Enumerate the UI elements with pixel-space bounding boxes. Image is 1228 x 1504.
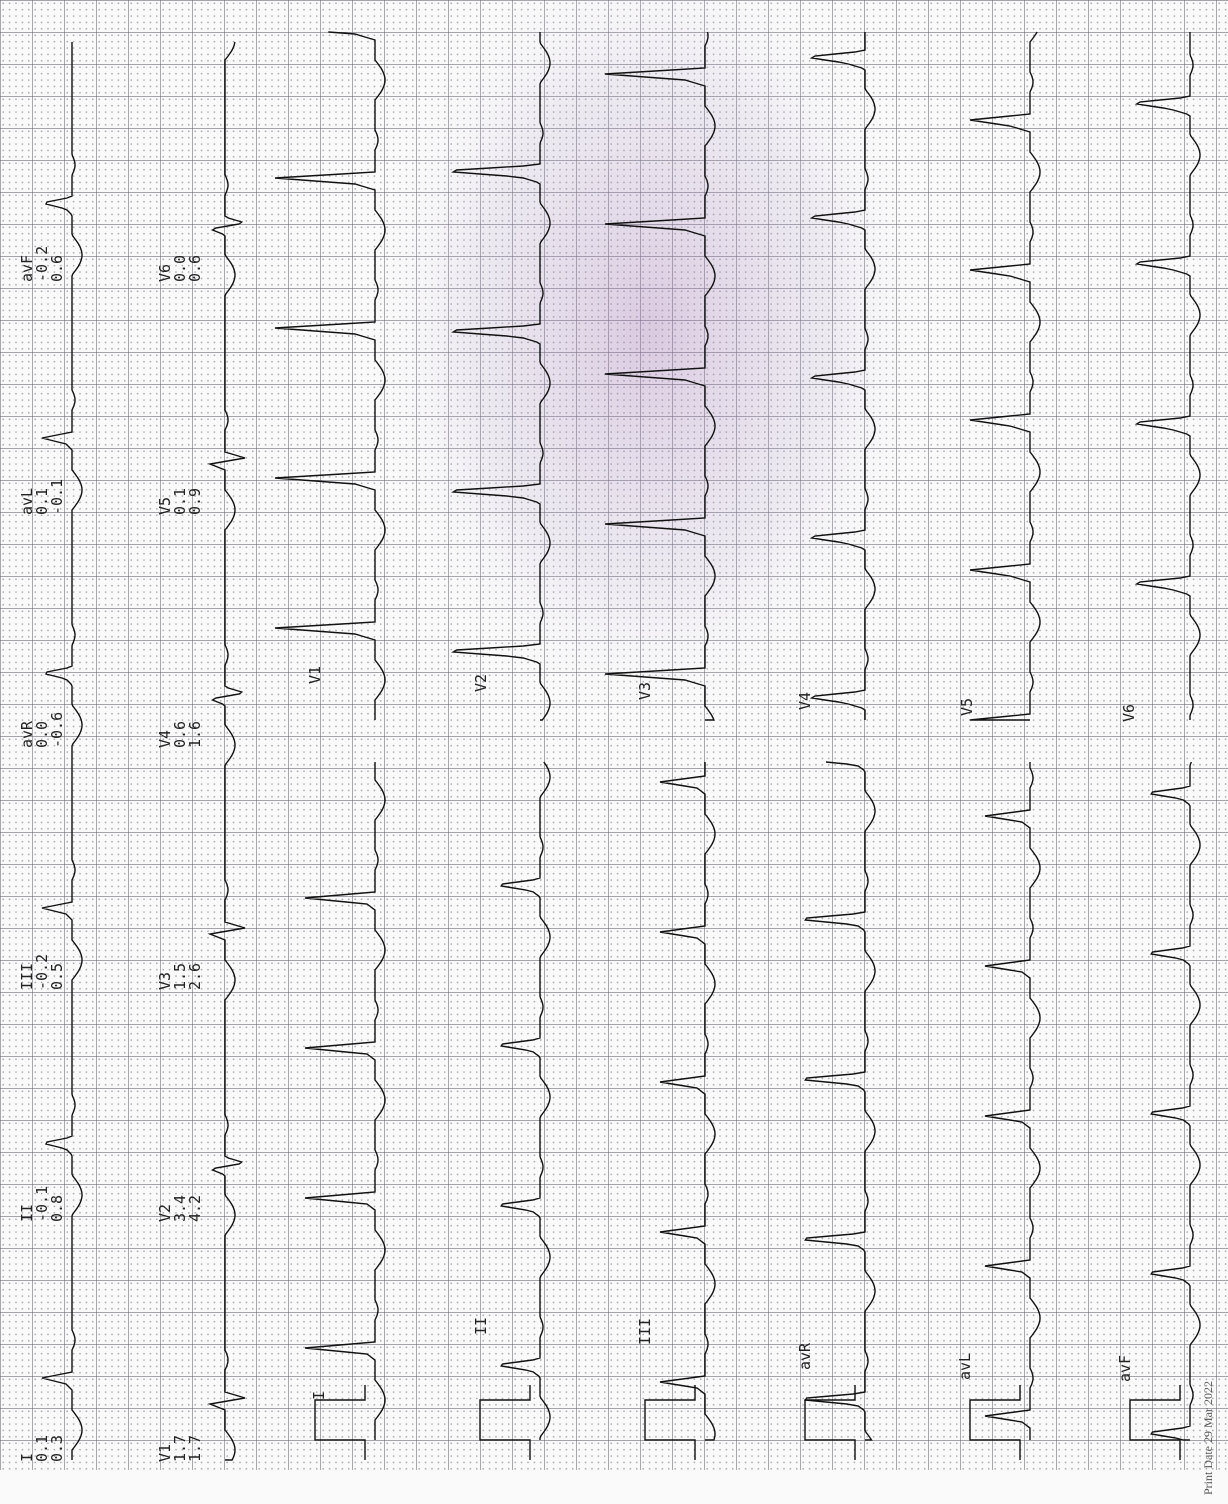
- ecg-trace: [41, 42, 83, 1460]
- traces: [41, 31, 1201, 1461]
- measure-value: -0.1: [48, 479, 66, 515]
- measure-value: 0.3: [48, 1435, 66, 1462]
- strip-label: V1: [306, 666, 324, 684]
- measure-value: 0.1: [171, 488, 189, 515]
- ecg-trace: [984, 762, 1041, 1440]
- calibration-pulse: [479, 1385, 531, 1460]
- photo-shade: [350, 0, 950, 750]
- lead-name: avL: [18, 488, 36, 515]
- calibration-pulse: [804, 1385, 856, 1460]
- strip-label: V6: [1120, 704, 1138, 722]
- measure-value: 3.4: [171, 1195, 189, 1222]
- lead-name: avR: [18, 720, 36, 748]
- ecg-trace: [500, 761, 551, 1440]
- measure-value: 1.7: [171, 1435, 189, 1462]
- ecg-trace: [969, 31, 1041, 721]
- lead-name: V4: [156, 730, 174, 748]
- measure-value: 2.6: [186, 963, 204, 990]
- print-date: Print Date 29 Mar 2022: [1201, 1381, 1215, 1495]
- ecg-trace: [1150, 761, 1201, 1441]
- measure-value: 0.0: [33, 721, 51, 748]
- measure-value: 0.1: [33, 488, 51, 515]
- strip-label: avR: [796, 1342, 814, 1370]
- lead-name: V2: [156, 1204, 174, 1222]
- ecg-trace: [207, 41, 246, 1461]
- ecg-trace: [604, 31, 716, 721]
- measure-value: 0.8: [48, 1195, 66, 1222]
- measure-value: 1.7: [186, 1435, 204, 1462]
- measure-value: 4.2: [186, 1195, 204, 1222]
- calibration-pulse: [644, 1385, 696, 1460]
- calibration-pulse: [314, 1385, 366, 1460]
- measure-value: 1.5: [171, 963, 189, 990]
- lead-name: V6: [156, 264, 174, 282]
- measure-value: 0.6: [186, 255, 204, 282]
- measure-value: 0.5: [48, 963, 66, 990]
- calibration-pulse: [1129, 1385, 1181, 1460]
- calibration-pulse: [969, 1385, 1021, 1460]
- ecg-trace: [451, 32, 551, 721]
- ecg-trace: [659, 762, 716, 1441]
- lead-name: III: [18, 963, 36, 990]
- lead-name: I: [18, 1453, 36, 1462]
- measure-value: 1.6: [186, 721, 204, 748]
- lead-name: V3: [156, 972, 174, 990]
- ecg-trace: [274, 31, 386, 720]
- ecg-trace: [804, 761, 876, 1441]
- measure-value: 0.9: [186, 488, 204, 515]
- measure-value: -0.1: [33, 1186, 51, 1222]
- strip-label: avF: [1116, 1355, 1134, 1382]
- strip-label: III: [636, 1318, 654, 1345]
- strip-label: V3: [636, 682, 654, 700]
- measure-value: 0.1: [33, 1435, 51, 1462]
- ecg-trace: [304, 762, 386, 1440]
- labels: I0.10.3II-0.10.8III-0.20.5avR0.0-0.6avL0…: [18, 246, 1138, 1462]
- strip-label: V5: [958, 698, 976, 716]
- lead-name: avF: [18, 255, 36, 282]
- strip-label: V2: [472, 674, 490, 692]
- ecg-trace: [809, 32, 876, 720]
- lead-name: V5: [156, 497, 174, 515]
- lead-name: II: [18, 1204, 36, 1222]
- strip-label: avL: [956, 1353, 974, 1380]
- measure-value: -0.2: [33, 246, 51, 282]
- measure-value: -0.2: [33, 954, 51, 990]
- measure-value: 0.0: [171, 255, 189, 282]
- ecg-trace: [1134, 32, 1201, 720]
- strip-label: I: [310, 1391, 328, 1400]
- strip-label: V4: [796, 692, 814, 710]
- measure-value: 0.6: [171, 721, 189, 748]
- strip-label: II: [472, 1317, 490, 1335]
- measure-value: 0.6: [48, 255, 66, 282]
- lead-name: V1: [156, 1444, 174, 1462]
- measure-value: -0.6: [48, 712, 66, 748]
